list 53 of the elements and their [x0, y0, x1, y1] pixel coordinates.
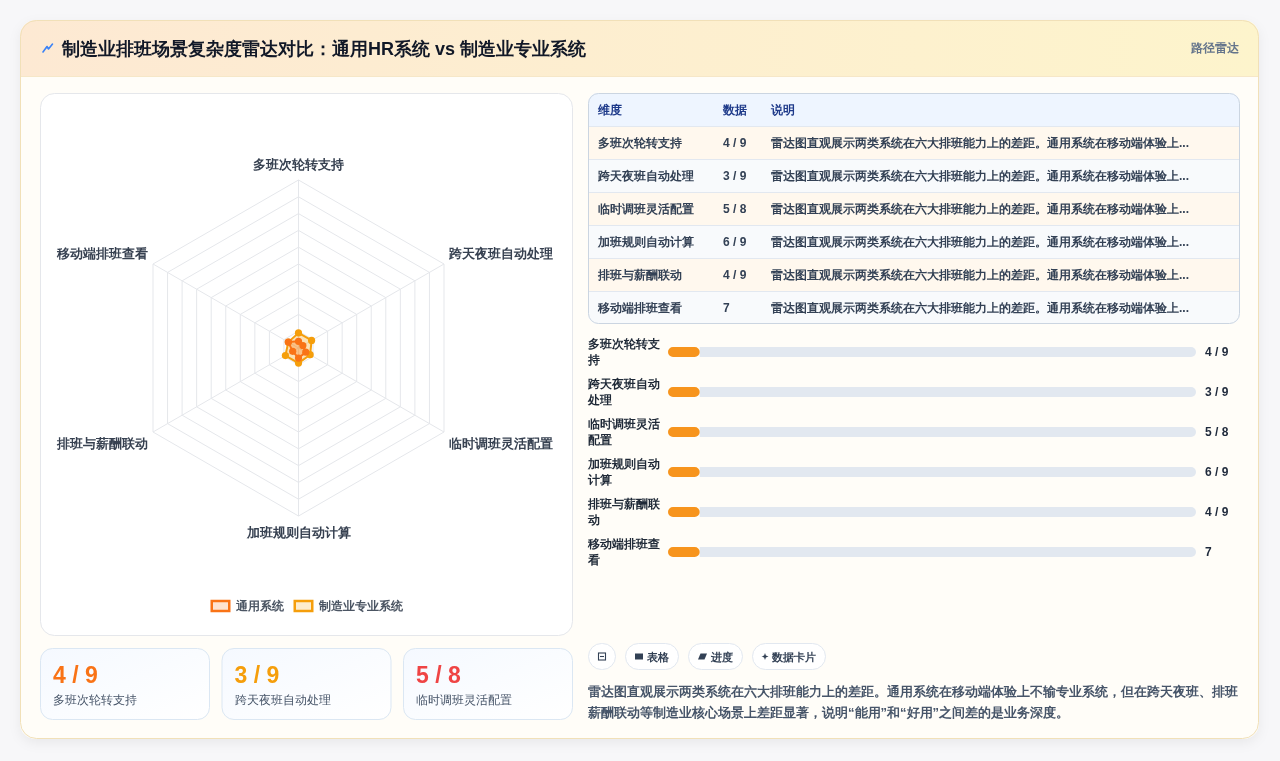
spoke-label: 临时调班灵活配置 — [449, 435, 554, 451]
legend-label: 制造业专业系统 — [317, 599, 404, 613]
y-tick-label: 跨天夜班自动处理 — [587, 377, 660, 407]
y-tick-label: 多班次轮转支持 — [587, 337, 660, 367]
category-label: 多班次轮转支持 — [53, 693, 137, 707]
category-label: 数据卡片 — [771, 650, 816, 663]
y-tick-label: 加班规则自动计算 — [587, 457, 660, 487]
y-tick-label: 排班与薪酬联动 — [587, 497, 661, 527]
text: 4 / 9 — [53, 662, 98, 688]
text: 3 / 9 — [723, 168, 747, 183]
category-label: 数据 — [722, 102, 747, 117]
text: 5 / 8 — [416, 662, 461, 688]
y-tick-label: 临时调班灵活配置 — [588, 417, 660, 447]
text: 7 — [1205, 545, 1212, 559]
spoke-label: 排班与薪酬联动 — [55, 435, 148, 451]
category-label: 临时调班灵活配置 — [598, 201, 694, 216]
category-label: 表格 — [646, 650, 670, 663]
text: 路径雷达 — [1190, 41, 1240, 55]
text: 4 / 9 — [1205, 505, 1229, 519]
spoke-label: 多班次轮转支持 — [253, 156, 344, 172]
text: 5 / 8 — [1205, 425, 1229, 439]
category-label: 加班规则自动计算 — [598, 234, 694, 249]
spoke-label: 加班规则自动计算 — [245, 524, 351, 540]
category-label: 排班与薪酬联动 — [598, 267, 682, 282]
category-label: 多班次轮转支持 — [598, 135, 682, 150]
text: 雷达图直观展示两类系统在六大排班能力上的差距。通用系统在移动端体验上... — [771, 267, 1190, 282]
text: 4 / 9 — [723, 135, 747, 150]
category-label: 跨天夜班自动处理 — [598, 168, 694, 183]
text: 4 / 9 — [1205, 345, 1229, 359]
text: 雷达图直观展示两类系统在六大排班能力上的差距。通用系统在移动端体验上不输专业系统，但在跨天夜班、排班薪酬联动等制造业核心场景上差距显著，说明“能用”和“好用”之间差的是业务深度。 — [587, 683, 1238, 720]
category-label: 进度 — [710, 650, 733, 663]
text: 7 — [723, 300, 730, 315]
text: 3 / 9 — [1205, 385, 1229, 399]
category-label: 说明 — [770, 102, 795, 117]
chart-title: 制造业排班场景复杂度雷达对比：通用HR系统 vs 制造业专业系统 — [61, 39, 588, 59]
text: 雷达图直观展示两类系统在六大排班能力上的差距。通用系统在移动端体验上... — [771, 300, 1190, 315]
text: 雷达图直观展示两类系统在六大排班能力上的差距。通用系统在移动端体验上... — [771, 201, 1190, 216]
text: 5 / 8 — [723, 201, 747, 216]
text: 3 / 9 — [234, 662, 280, 688]
category-label: 维度 — [597, 102, 622, 117]
text: 雷达图直观展示两类系统在六大排班能力上的差距。通用系统在移动端体验上... — [771, 168, 1190, 183]
text: 雷达图直观展示两类系统在六大排班能力上的差距。通用系统在移动端体验上... — [771, 135, 1190, 150]
text: 雷达图直观展示两类系统在六大排班能力上的差距。通用系统在移动端体验上... — [771, 234, 1190, 249]
category-label: 跨天夜班自动处理 — [234, 693, 331, 707]
spoke-label: 移动端排班查看 — [55, 245, 148, 261]
spoke-label: 跨天夜班自动处理 — [448, 245, 554, 261]
category-label: 移动端排班查看 — [598, 300, 682, 315]
y-tick-label: 移动端排班查看 — [587, 537, 660, 567]
legend-label: 通用系统 — [234, 599, 285, 613]
text: 4 / 9 — [723, 267, 747, 282]
text: 6 / 9 — [723, 234, 747, 249]
category-label: 临时调班灵活配置 — [416, 693, 512, 707]
text: 6 / 9 — [1205, 465, 1229, 479]
